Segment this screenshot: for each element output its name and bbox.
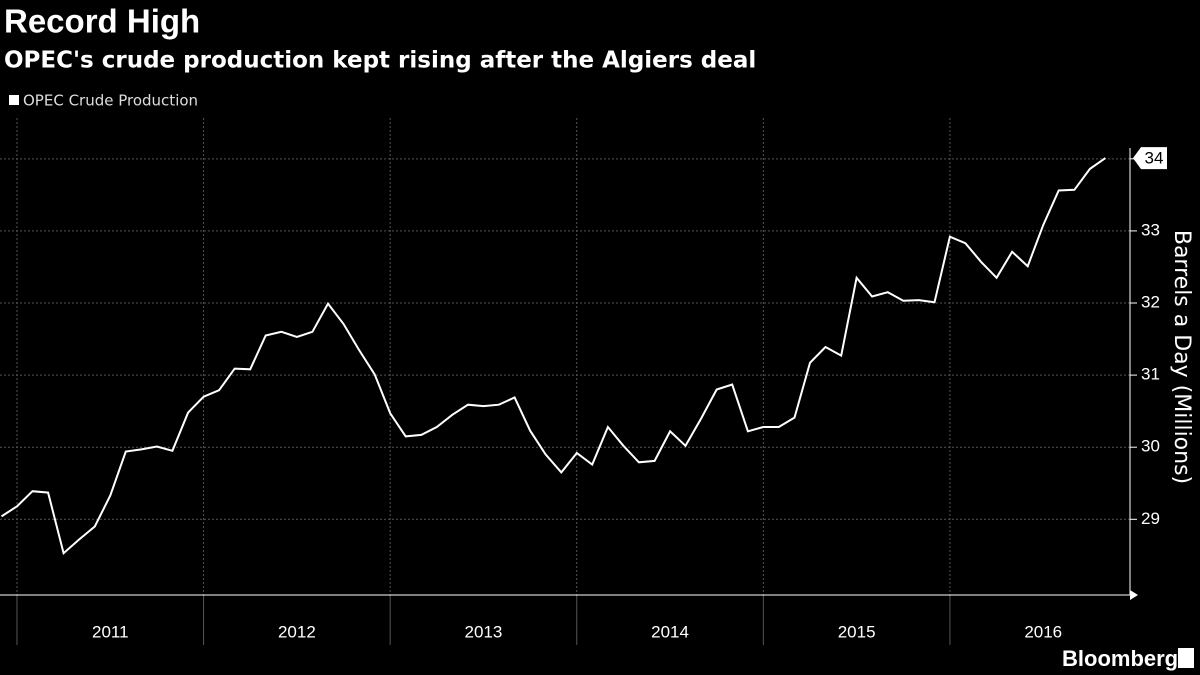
value-label-box [1133, 147, 1167, 170]
value-label: 34 [1145, 149, 1164, 168]
y-tick-label: 29 [1141, 509, 1160, 528]
axis-arrow [1130, 590, 1138, 600]
y-tick-label: 30 [1141, 437, 1160, 456]
logo-icon [1178, 648, 1194, 668]
source-logo: Bloomberg [1062, 646, 1178, 671]
x-tick-label: 2014 [651, 622, 689, 641]
legend-label: OPEC Crude Production [23, 92, 198, 110]
chart-title: Record High [4, 3, 200, 40]
x-tick-label: 2013 [465, 622, 503, 641]
x-tick-label: 2011 [92, 622, 129, 641]
y-tick-label: 31 [1141, 365, 1160, 384]
x-tick-label: 2015 [838, 622, 876, 641]
y-tick-label: 33 [1141, 220, 1160, 239]
chart-subtitle: OPEC's crude production kept rising afte… [4, 48, 756, 74]
y-axis-label: Barrels a Day (Millions) [1169, 230, 1194, 484]
x-tick-label: 2016 [1024, 622, 1062, 641]
data-line [0, 157, 1106, 556]
y-tick-label: 32 [1141, 292, 1160, 311]
x-tick-label: 2012 [278, 622, 316, 641]
legend-swatch [9, 95, 19, 105]
